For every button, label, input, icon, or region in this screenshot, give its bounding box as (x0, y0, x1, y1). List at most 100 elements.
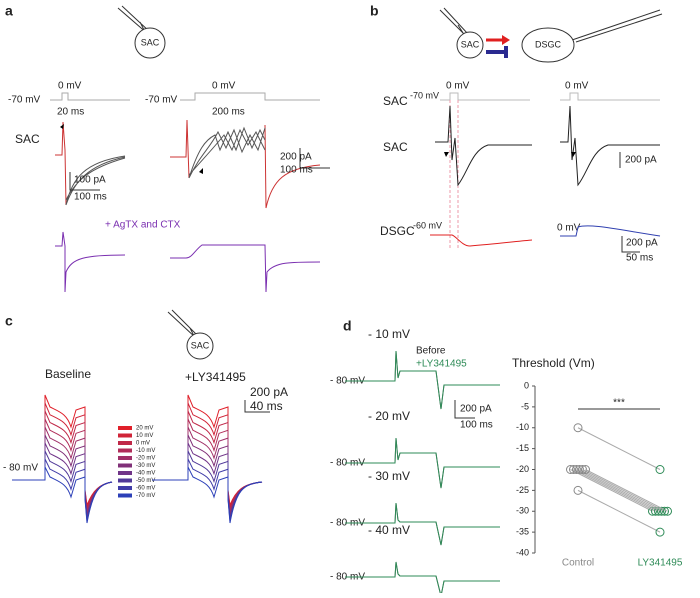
arrowhead (60, 124, 64, 129)
legend-swatch (118, 448, 132, 453)
row-label: DSGC (380, 224, 415, 238)
panel-label: c (5, 313, 13, 329)
hold: -70 mV (8, 95, 41, 106)
scale-current: 200 pA (250, 385, 288, 399)
y-tick-label: 0 (524, 380, 529, 390)
level: 0 mV (446, 81, 470, 92)
trace (188, 126, 266, 179)
legend-label: -10 mV (136, 448, 155, 454)
legend-swatch (118, 493, 132, 498)
row-label: SAC (383, 140, 408, 154)
scale-time: 40 ms (250, 399, 283, 413)
panel-a: a SAC -70 mV 0 mV 20 ms -70 mV 0 mV 200 … (5, 3, 330, 293)
legend-label: 20 mV (136, 426, 153, 432)
hold: - 80 mV (3, 463, 38, 474)
x-tick-label: LY341495 (638, 558, 683, 569)
legend-swatch (118, 463, 132, 468)
inhibition (486, 46, 508, 58)
pipette (167, 309, 199, 339)
point (663, 506, 672, 516)
scale-bar (244, 400, 270, 413)
arrowhead (444, 152, 576, 157)
scale-time: 100 ms (460, 420, 493, 431)
y-tick-label: -5 (521, 401, 529, 411)
scale-current: 200 pA (460, 404, 492, 415)
legend-swatch (118, 471, 132, 475)
trace (12, 466, 113, 524)
y-tick-label: -10 (516, 422, 529, 432)
legend-swatch (118, 456, 132, 460)
pair-line (573, 469, 656, 512)
trace (560, 105, 660, 187)
point (581, 465, 590, 474)
cell (186, 332, 214, 360)
scale-time: 50 ms (626, 253, 653, 264)
voltage-step (50, 92, 130, 101)
point (655, 465, 665, 474)
trace (560, 225, 661, 237)
panel-label: d (343, 318, 352, 334)
panel-label: b (370, 3, 379, 19)
step-label: - 10 mV (368, 327, 410, 341)
legend-swatch (118, 441, 132, 445)
hold: 0 mV (557, 223, 581, 234)
pair-line (579, 469, 662, 512)
cell (456, 31, 484, 59)
drug-label: + AgTX and CTX (105, 220, 181, 231)
arrowhead (502, 35, 510, 45)
trace (170, 244, 321, 293)
threshold-chart: Threshold (Vm) 0 -5 -10 -15 -20 -25 -30 -35 -40 Co… (512, 356, 683, 568)
pair-line (582, 469, 665, 512)
legend-label: -20 mV (136, 456, 155, 462)
trace (55, 121, 67, 206)
panel-d: d Before +LY341495 200 pA 100 ms - 10 mV… (330, 318, 500, 597)
pair-line (570, 469, 653, 512)
scale-bar (299, 148, 330, 169)
hold: -70 mV (410, 90, 439, 100)
trace (152, 418, 263, 512)
point (573, 485, 583, 495)
legend-label: 0 mV (136, 441, 150, 447)
cell (134, 27, 166, 59)
level: 0 mV (58, 81, 82, 92)
legend-swatch (118, 486, 132, 490)
scale-time: 100 ms (74, 192, 107, 203)
trace (65, 155, 126, 206)
scale-current: 200 pA (626, 238, 658, 249)
hold: -60 mV (413, 220, 442, 230)
trace (430, 234, 533, 247)
y-tick-label: -15 (516, 443, 529, 453)
condition: +LY341495 (416, 359, 467, 370)
pair-line (577, 489, 661, 533)
level: 0 mV (212, 81, 236, 92)
cell-label: DSGC (535, 39, 562, 49)
hold: -70 mV (145, 95, 178, 106)
cell (521, 27, 575, 63)
step-label: - 30 mV (368, 469, 410, 483)
scale-current: 200 pA (280, 152, 312, 163)
cell-label: SAC (191, 340, 210, 350)
significance: *** (613, 398, 625, 409)
y-tick-label: -20 (516, 464, 529, 474)
legend-label: 10 mV (136, 433, 153, 439)
voltage-step (180, 92, 320, 101)
arrowhead (199, 168, 203, 174)
x-tick-label: Control (562, 558, 594, 569)
point (573, 423, 583, 433)
legend-swatch (118, 433, 132, 438)
scale-current: 200 pA (625, 155, 657, 166)
legend-label: -60 mV (136, 486, 155, 492)
trace (55, 231, 126, 293)
trace (345, 437, 500, 489)
point (660, 506, 669, 516)
row-label: SAC (383, 94, 408, 108)
panel-b: b SAC DSGC SAC -70 mV 0 mV 0 mV SAC 200 … (370, 3, 663, 264)
point (657, 506, 666, 516)
cell-label: SAC (141, 37, 160, 47)
legend-swatch (118, 478, 132, 483)
scale-bar (454, 400, 475, 419)
duration: 200 ms (212, 107, 245, 118)
condition: Before (416, 346, 446, 357)
legend-label: -70 mV (136, 493, 155, 499)
pipette (439, 7, 663, 43)
